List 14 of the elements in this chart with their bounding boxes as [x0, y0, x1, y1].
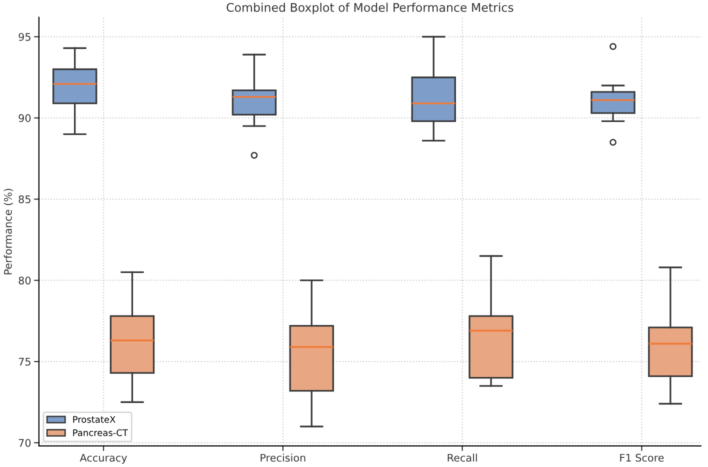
y-tick-label: 85	[18, 195, 30, 204]
chart-title: Combined Boxplot of Model Performance Metrics	[226, 2, 514, 14]
legend-label: Pancreas-CT	[73, 429, 128, 436]
x-tick-label: Precision	[260, 454, 306, 462]
y-tick-label: 75	[18, 358, 30, 366]
legend-label: ProstateX	[73, 416, 116, 423]
y-tick-label: 90	[18, 114, 31, 122]
y-axis-title: Performance (%)	[4, 188, 14, 274]
x-tick-label: F1 Score	[620, 454, 664, 462]
x-tick-label: Accuracy	[80, 454, 127, 464]
y-tick-label: 80	[18, 276, 31, 284]
x-tick-label: Recall	[448, 454, 477, 462]
y-tick-label: 95	[18, 32, 30, 41]
y-tick-label: 70	[18, 438, 31, 447]
